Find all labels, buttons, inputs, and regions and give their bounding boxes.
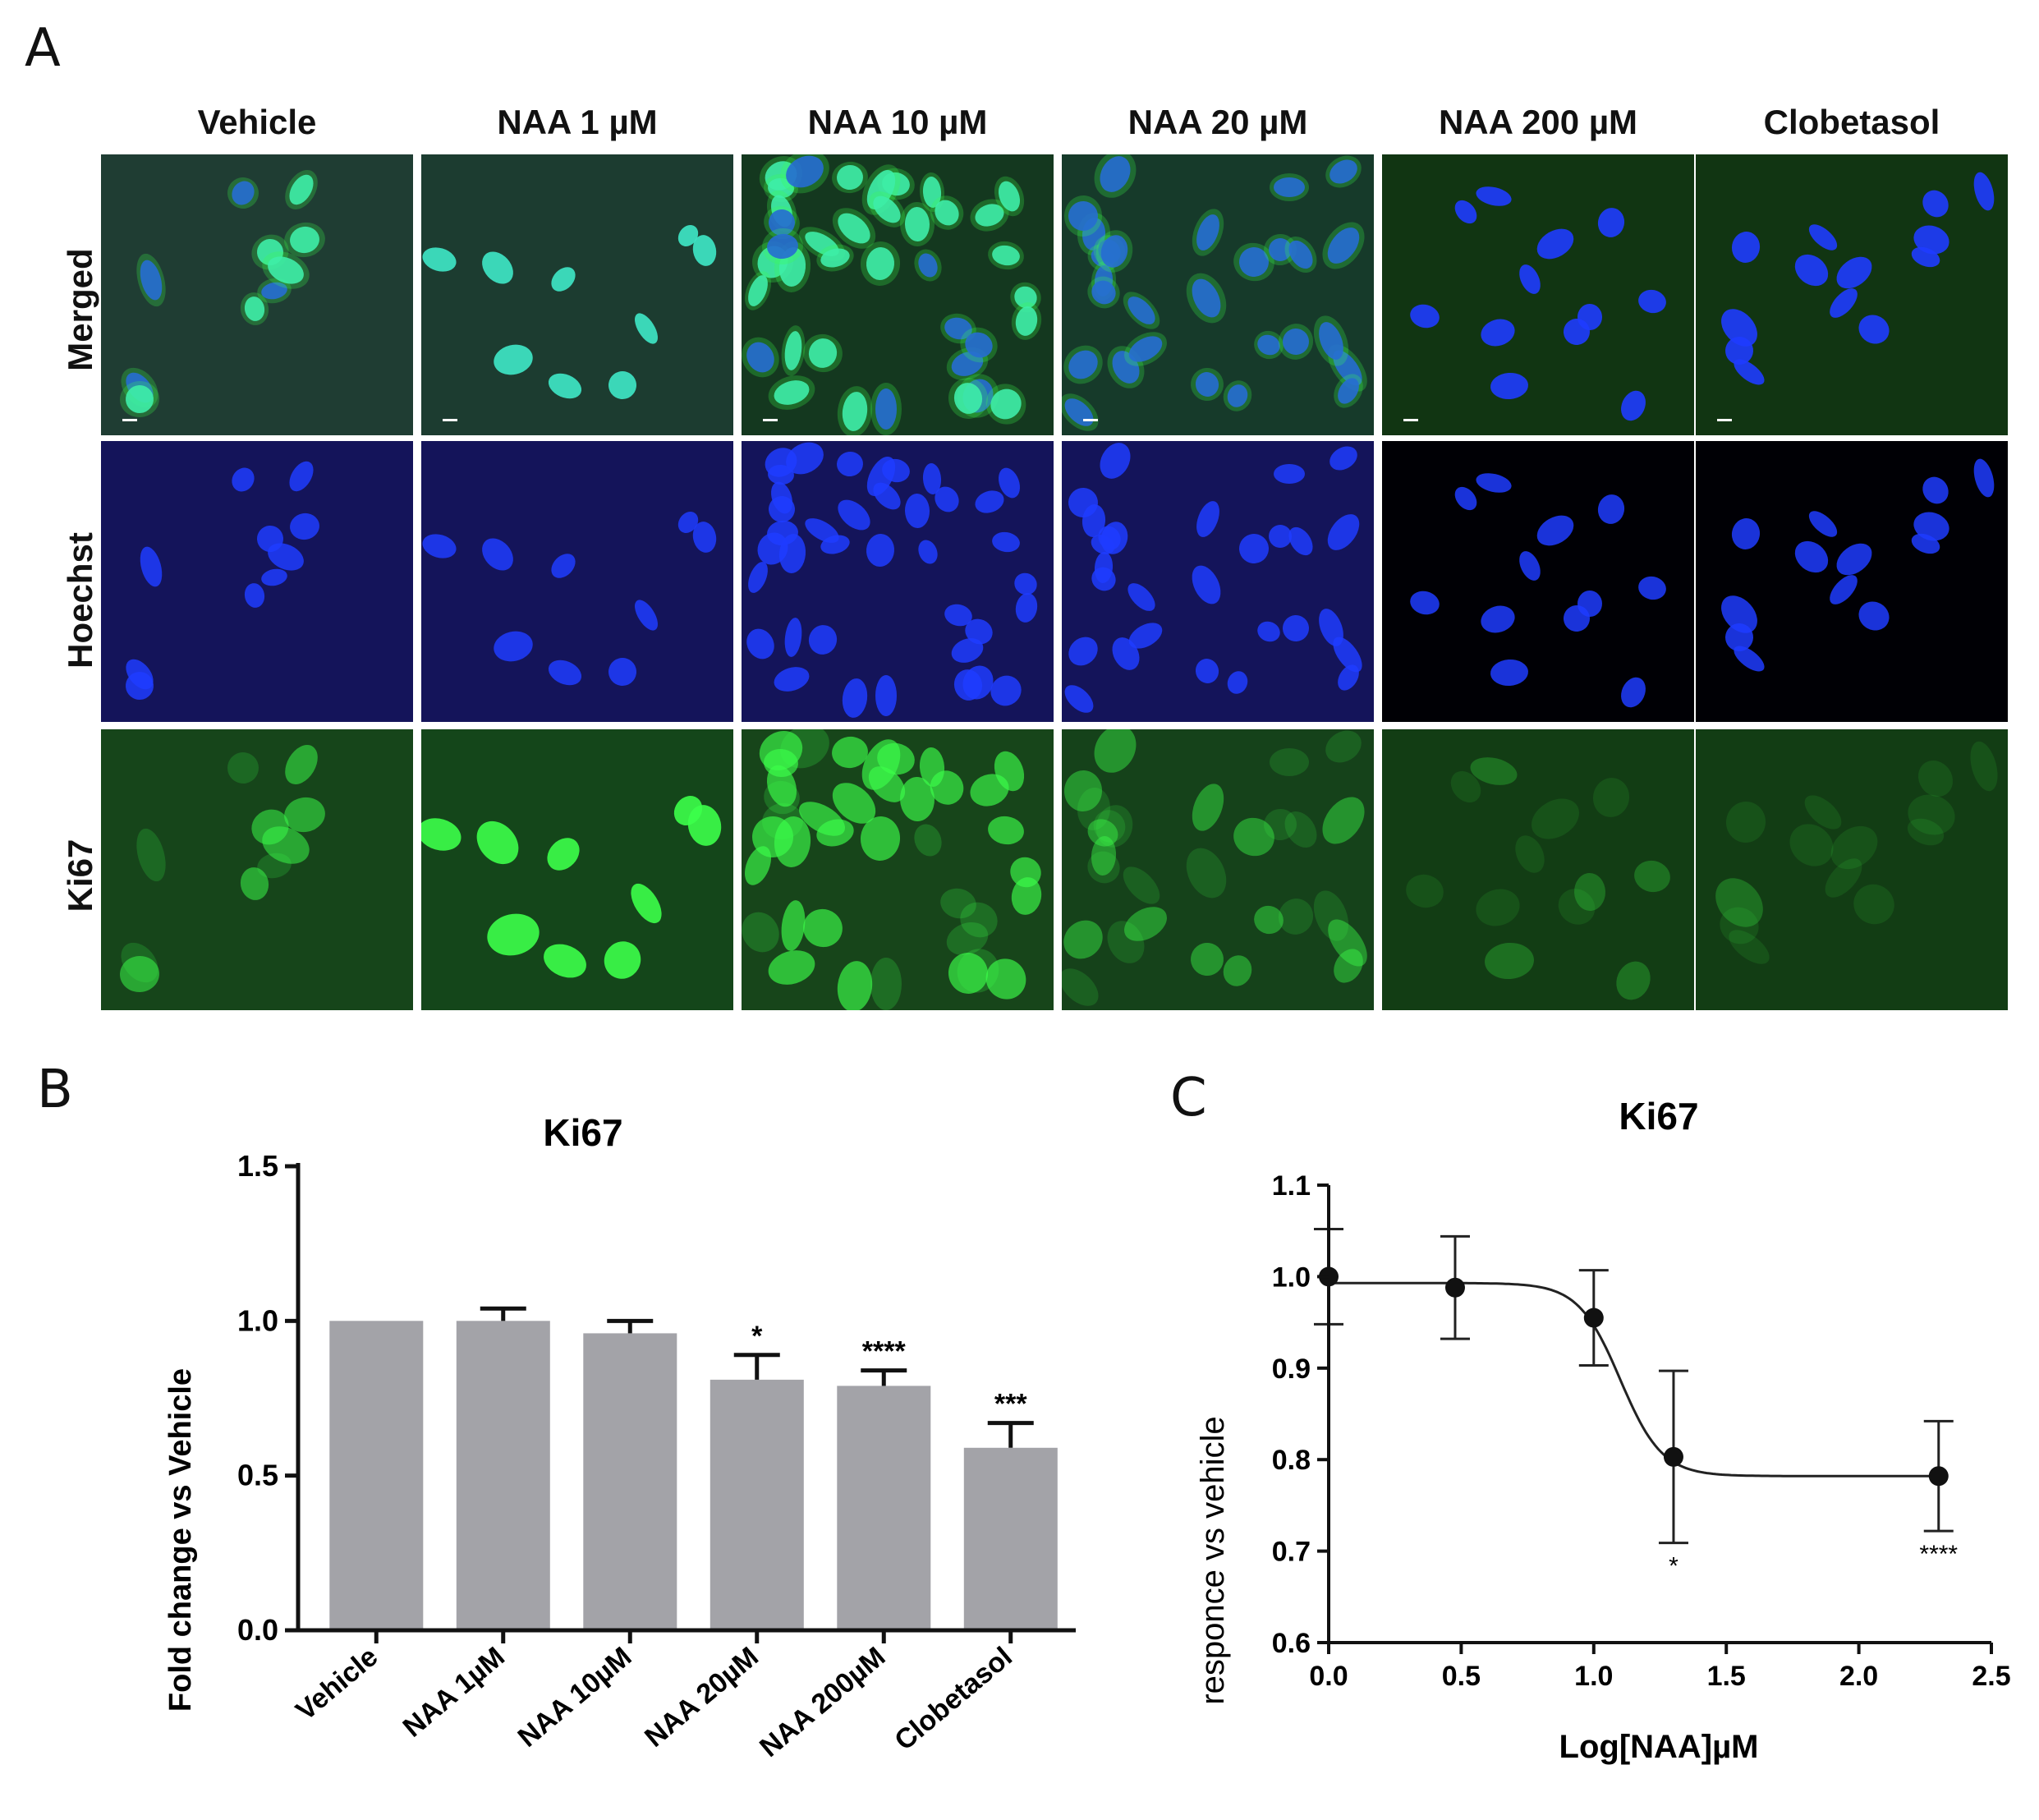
column-label-clobetasol: Clobetasol — [1763, 103, 1940, 141]
bar-5 — [837, 1386, 931, 1630]
y-tick-label-1: 0.6 — [1272, 1628, 1311, 1659]
column-label-naa-1: NAA 1 µM — [497, 103, 658, 141]
y-tick-label-4: 1.5 — [237, 1149, 278, 1183]
micrograph-hoechst-2 — [421, 441, 733, 722]
data-point-4 — [1663, 1446, 1683, 1467]
row-label-ki67: Ki67 — [61, 839, 99, 912]
micrograph-hoechst-4 — [1062, 441, 1374, 722]
error-bar-2 — [480, 1306, 526, 1321]
dose-chart-title: Ki67 — [1619, 1095, 1698, 1138]
error-bar-6 — [987, 1421, 1034, 1448]
significance-label-4: * — [751, 1321, 763, 1352]
panel-letter-c: C — [1170, 1068, 1207, 1128]
y-tick-label-6: 1.1 — [1272, 1170, 1311, 1202]
x-tick-label-6: 2.5 — [1972, 1661, 2010, 1692]
bar-chart-title: Ki67 — [543, 1111, 622, 1154]
error-bar-4 — [733, 1353, 780, 1380]
micrograph-merged-1 — [101, 154, 413, 435]
column-label-vehicle: Vehicle — [197, 103, 317, 141]
y-tick-label-3: 1.0 — [237, 1303, 278, 1337]
micrograph-hoechst-6 — [1696, 441, 2008, 722]
x-tick-label-3: NAA 10µM — [512, 1641, 638, 1753]
data-point-5 — [1928, 1466, 1949, 1487]
dose-chart-y-label: responce vs vehicle — [1195, 1416, 1231, 1704]
column-label-naa-10: NAA 10 µM — [807, 103, 988, 141]
bar-3 — [583, 1333, 677, 1630]
y-tick-label-2: 0.5 — [237, 1459, 278, 1492]
x-tick-label-2: NAA 1µM — [397, 1641, 511, 1744]
dose-chart-x-label: Log[NAA]µM — [1559, 1729, 1759, 1765]
micrograph-ki67-5 — [1382, 729, 1694, 1010]
micrograph-hoechst-3 — [742, 441, 1054, 722]
y-tick-label-1: 0.0 — [237, 1613, 278, 1647]
bar-4 — [710, 1379, 804, 1630]
bar-6 — [963, 1447, 1058, 1630]
micrograph-ki67-1 — [101, 729, 413, 1010]
x-tick-label-1: 0.0 — [1309, 1661, 1348, 1692]
micrograph-ki67-2 — [421, 729, 733, 1010]
x-tick-label-3: 1.0 — [1574, 1661, 1613, 1692]
bar-chart-ki67: Ki67 Fold change vs Vehicle * ******* Veh… — [163, 1111, 1076, 1763]
micrograph-merged-5 — [1382, 154, 1694, 435]
x-tick-label-2: 0.5 — [1442, 1661, 1481, 1692]
data-point-3 — [1583, 1308, 1604, 1328]
significance-label-4: * — [1669, 1553, 1679, 1580]
x-tick-label-5: NAA 200µM — [754, 1641, 891, 1763]
row-label-merged: Merged — [61, 248, 99, 371]
x-tick-label-4: NAA 20µM — [639, 1641, 765, 1753]
micrograph-ki67-6 — [1696, 729, 2008, 1010]
x-tick-label-4: 1.5 — [1707, 1661, 1746, 1692]
x-tick-label-1: Vehicle — [290, 1641, 383, 1726]
micrograph-ki67-3 — [742, 729, 1054, 1010]
bar-1 — [329, 1321, 424, 1630]
x-tick-label-5: 2.0 — [1839, 1661, 1878, 1692]
micrograph-merged-2 — [421, 154, 733, 435]
column-label-naa-200: NAA 200 µM — [1438, 103, 1638, 141]
dose-response-chart-ki67: Ki67 responce vs vehicle Log[NAA]µM * ***… — [1195, 1095, 2011, 1765]
row-label-hoechst: Hoechst — [61, 532, 99, 669]
micrograph-merged-6 — [1696, 154, 2008, 435]
significance-label-6: *** — [994, 1389, 1027, 1420]
micrograph-hoechst-5 — [1382, 441, 1694, 722]
data-point-2 — [1444, 1277, 1465, 1298]
micrograph-hoechst-1 — [101, 441, 413, 722]
y-tick-label-2: 0.7 — [1272, 1537, 1311, 1568]
y-tick-label-5: 1.0 — [1272, 1262, 1311, 1293]
micrograph-merged-4 — [1062, 154, 1374, 435]
bar-chart-y-label: Fold change vs Vehicle — [163, 1368, 198, 1712]
micrograph-ki67-4 — [1062, 729, 1374, 1010]
y-tick-label-4: 0.9 — [1272, 1354, 1311, 1385]
x-tick-label-6: Clobetasol — [889, 1641, 1018, 1757]
panel-letter-b: B — [37, 1059, 73, 1120]
micrograph-merged-3 — [742, 154, 1054, 435]
significance-label-5: **** — [862, 1336, 907, 1367]
significance-label-5: **** — [1919, 1541, 1958, 1568]
error-bar-3 — [607, 1318, 654, 1334]
column-label-naa-20: NAA 20 µM — [1127, 103, 1308, 141]
y-tick-label-3: 0.8 — [1272, 1445, 1311, 1476]
fit-curve — [1329, 1281, 1939, 1478]
bar-2 — [456, 1321, 550, 1630]
error-bar-5 — [861, 1368, 907, 1386]
panel-letter-a: A — [25, 18, 61, 79]
